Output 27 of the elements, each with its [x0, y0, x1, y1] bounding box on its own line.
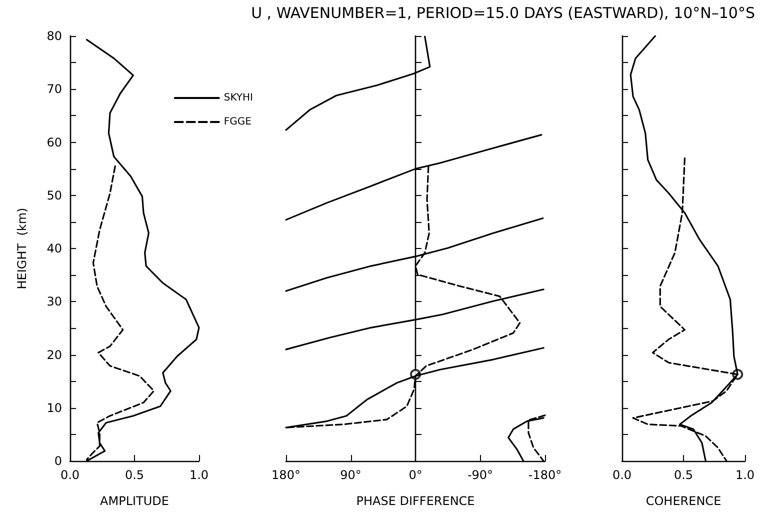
x-tick-label: -180°: [528, 468, 562, 482]
x-axis-title: COHERENCE: [646, 494, 722, 508]
y-tick-label: 70: [46, 82, 62, 96]
x-tick-label: -90°: [467, 468, 494, 482]
y-tick-label: 0: [54, 454, 62, 468]
x-tick-label: 1.0: [735, 468, 755, 482]
y-tick-label: 40: [46, 242, 62, 256]
x-tick-label: 0.5: [124, 468, 144, 482]
y-tick-label: 30: [46, 294, 62, 309]
legend-label: SKYHI: [224, 92, 254, 104]
x-tick-label: 1.0: [189, 468, 209, 482]
y-axis-title: HEIGHT (km): [15, 208, 29, 290]
x-tick-label: 180°: [272, 468, 300, 482]
y-tick-label: 10: [46, 400, 62, 415]
x-tick-label: 0.0: [60, 468, 80, 482]
y-tick-label: 60: [46, 135, 62, 150]
x-tick-label: 0°: [408, 468, 422, 482]
legend-label: FGGE: [224, 116, 252, 128]
y-tick-label: 20: [46, 348, 62, 362]
y-tick-label: 50: [46, 188, 62, 202]
chart-title: U , WAVENUMBER=1, PERIOD=15.0 DAYS (EASTWARD), 10°N–10°S: [251, 4, 755, 22]
x-tick-label: 0.5: [674, 468, 694, 482]
x-tick-label: 90°: [340, 468, 362, 482]
y-tick-label: 80: [46, 29, 62, 43]
x-axis-title: PHASE DIFFERENCE: [356, 494, 475, 508]
x-tick-label: 0.0: [612, 468, 632, 482]
x-axis-title: AMPLITUDE: [100, 494, 169, 508]
